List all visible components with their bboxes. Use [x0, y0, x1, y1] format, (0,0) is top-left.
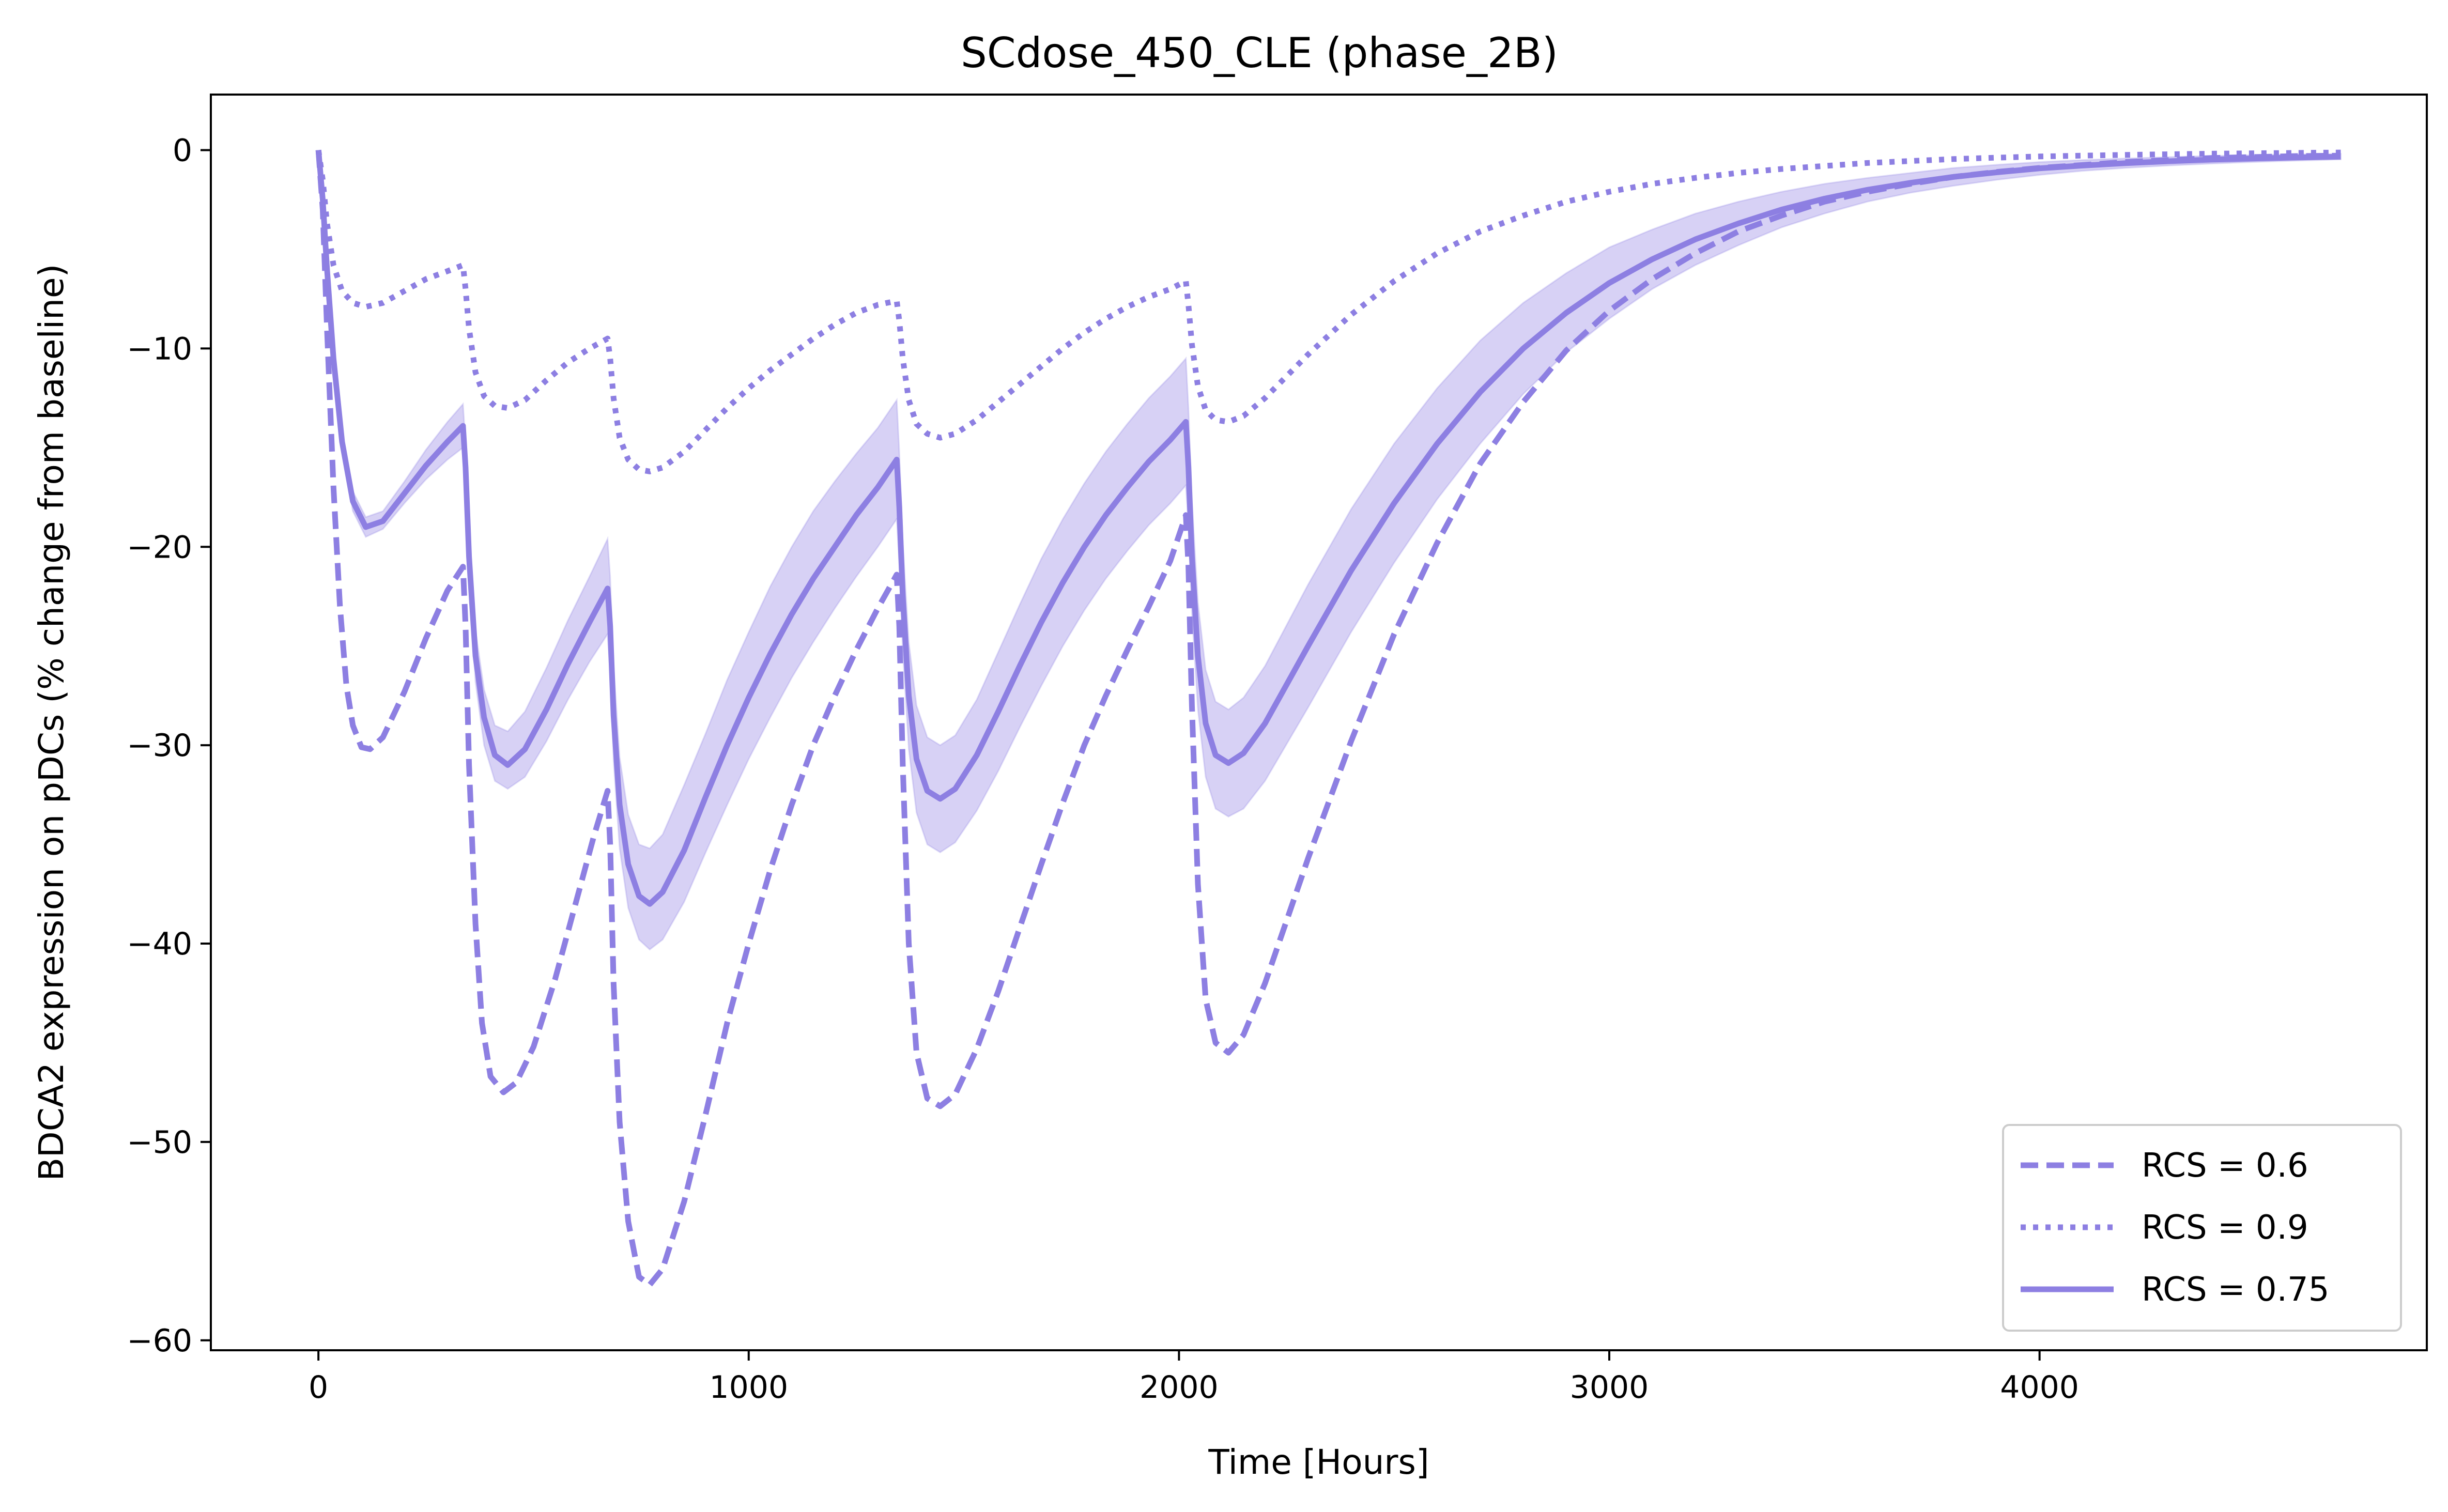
x-tick-label: 3000	[1570, 1369, 1649, 1406]
x-tick-label: 4000	[2000, 1369, 2079, 1406]
legend-label-2: RCS = 0.75	[2142, 1271, 2329, 1309]
legend-box	[2002, 1124, 2402, 1332]
y-axis-label: BDCA2 expression on pDCs (% change from …	[32, 264, 71, 1181]
y-tick-label: −50	[127, 1124, 192, 1161]
y-tick-label: −60	[127, 1323, 192, 1359]
y-tick-label: 0	[173, 132, 192, 168]
chart-title: SCdose_450_CLE (phase_2B)	[961, 29, 1558, 77]
y-axis: 0 −10 −20 −30 −40 −50 −60	[127, 132, 211, 1359]
x-axis-label: Time [Hours]	[1208, 1442, 1429, 1482]
x-axis: 0 1000 2000 3000 4000	[309, 1350, 2079, 1406]
x-tick-label: 2000	[1140, 1369, 1219, 1406]
y-tick-label: −40	[127, 926, 192, 962]
x-tick-label: 1000	[709, 1369, 788, 1406]
y-tick-label: −10	[127, 331, 192, 367]
y-tick-label: −20	[127, 529, 192, 565]
plot-area	[315, 149, 2342, 1288]
x-tick-label: 0	[309, 1369, 328, 1406]
plot-frame	[210, 94, 2428, 1351]
legend-label-0: RCS = 0.6	[2142, 1147, 2308, 1185]
series-line-2	[315, 150, 2341, 907]
y-tick-label: −30	[127, 728, 192, 764]
series-line-0	[315, 150, 2341, 1288]
legend-label-1: RCS = 0.9	[2142, 1209, 2308, 1247]
legend: RCS = 0.6 RCS = 0.9 RCS = 0.75	[2002, 1124, 2402, 1332]
